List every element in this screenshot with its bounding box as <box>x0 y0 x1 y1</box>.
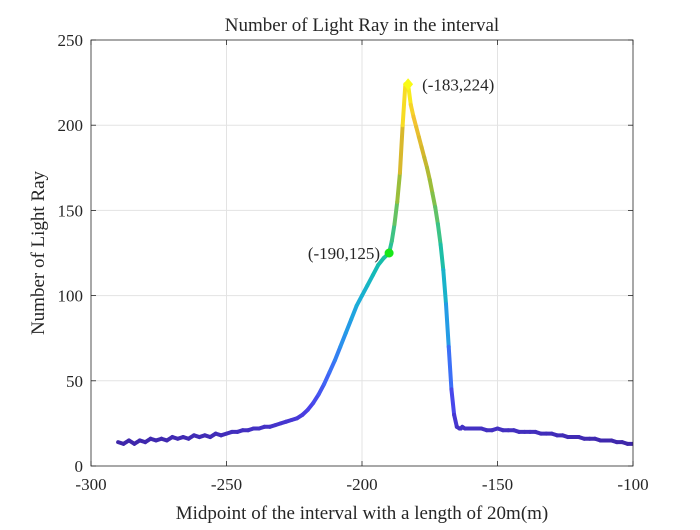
series-segment <box>338 331 348 349</box>
annotation-label: (-183,224) <box>422 75 494 94</box>
series-segment <box>441 268 449 307</box>
x-tick-label: -250 <box>211 475 242 494</box>
y-tick-label: 100 <box>58 287 84 306</box>
series-segment <box>322 370 332 387</box>
y-axis-title: Number of Light Ray <box>28 170 49 335</box>
x-tick-label: -150 <box>482 475 513 494</box>
series-segment <box>444 302 451 349</box>
series-segment <box>397 123 405 175</box>
y-tick-label: 250 <box>58 31 84 50</box>
x-tick-label: -100 <box>617 475 648 494</box>
series-segment <box>425 165 432 182</box>
annotation-label: (-190,125) <box>308 244 380 263</box>
series-segment <box>452 412 459 429</box>
y-tick-label: 200 <box>58 116 84 135</box>
series-segment <box>327 358 337 375</box>
x-axis-title: Midpoint of the interval with a length o… <box>176 503 549 524</box>
annotation-marker <box>384 248 394 258</box>
annotation-marker <box>403 78 414 91</box>
series-segment <box>427 177 435 196</box>
y-tick-label: 0 <box>75 457 84 476</box>
series-segment <box>400 82 408 128</box>
series-segment <box>332 344 343 363</box>
grid <box>91 40 633 466</box>
series-segment <box>435 222 443 247</box>
annotations: (-190,125) (-183,224) <box>308 75 494 263</box>
series-segment <box>408 102 416 119</box>
x-tick-label: -300 <box>75 475 106 494</box>
series-segment <box>430 191 438 209</box>
y-tick-label: 50 <box>66 372 83 391</box>
series-segment <box>433 204 440 227</box>
series-segment <box>438 242 446 273</box>
chart-title: Number of Light Ray in the interval <box>225 15 499 36</box>
series-segment <box>343 317 354 336</box>
series-segment <box>446 344 454 392</box>
axis-ticks: -300 -250 -200 -150 -100 0 50 100 150 200 250 <box>58 31 649 494</box>
y-tick-label: 150 <box>58 201 84 220</box>
series-segment <box>349 303 359 322</box>
series-segment <box>449 387 457 417</box>
series-segment <box>392 199 400 227</box>
x-tick-label: -200 <box>346 475 377 494</box>
series-segment <box>389 222 397 244</box>
series-segment <box>395 170 402 204</box>
